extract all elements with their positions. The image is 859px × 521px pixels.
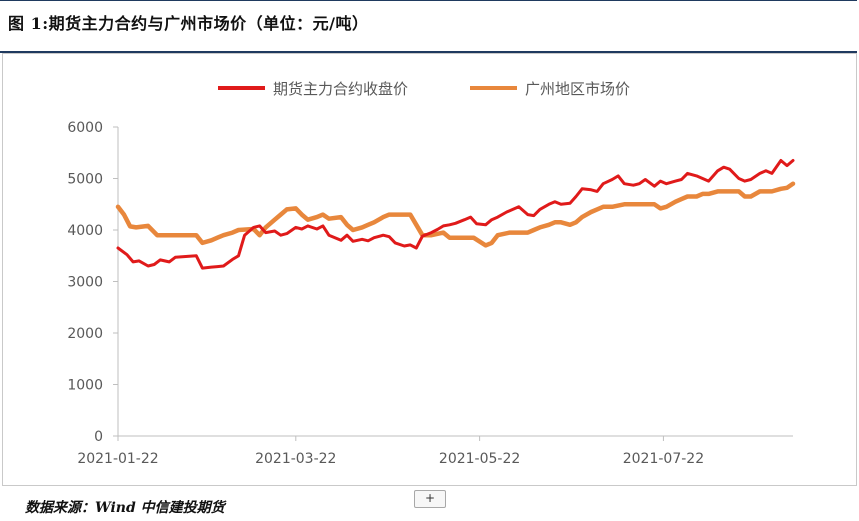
legend-label-guangzhou: 广州地区市场价 xyxy=(525,80,630,98)
y-tick-label: 1000 xyxy=(67,378,103,394)
data-source-note: 数据来源：Wind 中信建投期货 xyxy=(25,500,225,516)
x-tick-label: 2021-07-22 xyxy=(623,451,704,467)
legend-label-futures: 期货主力合约收盘价 xyxy=(273,80,408,98)
chart-legend: 期货主力合约收盘价 广州地区市场价 xyxy=(218,80,630,98)
line-chart: 期货主力合约收盘价 广州地区市场价 0 1000 2000 3000 4000 5000 6… xyxy=(67,80,796,467)
y-tick-label: 2000 xyxy=(67,326,103,342)
figure-header: 图 1:期货主力合约与广州市场价（单位：元/吨） xyxy=(0,0,857,53)
expand-button[interactable]: + xyxy=(414,490,446,508)
y-tick-label: 6000 xyxy=(67,120,103,136)
x-tick-label: 2021-05-22 xyxy=(439,451,520,467)
y-tick-label: 4000 xyxy=(67,223,103,239)
x-tick-label: 2021-03-22 xyxy=(255,451,336,467)
series-line-futures-close xyxy=(116,159,795,270)
x-tick-label: 2021-01-22 xyxy=(77,451,158,467)
figure-title: 图 1:期货主力合约与广州市场价（单位：元/吨） xyxy=(8,14,369,33)
chart-series xyxy=(115,159,796,270)
chart-frame: 期货主力合约收盘价 广州地区市场价 0 1000 2000 3000 4000 5000 6… xyxy=(2,53,857,486)
chart-axes: 0 1000 2000 3000 4000 5000 6000 2021-01-22 2021-… xyxy=(67,120,793,467)
y-tick-label: 3000 xyxy=(67,275,103,291)
series-line-guangzhou-price xyxy=(115,181,796,248)
y-tick-label: 0 xyxy=(94,429,103,445)
y-tick-label: 5000 xyxy=(67,172,103,188)
